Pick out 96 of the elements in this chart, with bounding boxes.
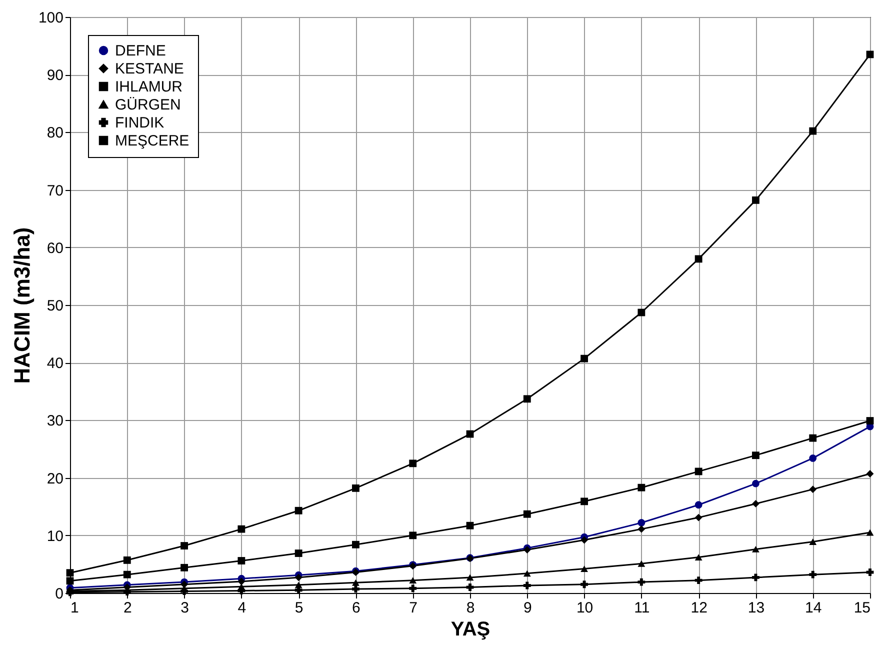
point <box>694 576 702 584</box>
point <box>294 506 302 514</box>
legend-label: DEFNE <box>115 42 166 60</box>
legend-label: KESTANE <box>115 60 184 78</box>
legend-label: GÜRGEN <box>115 96 181 114</box>
point <box>66 569 74 577</box>
point <box>638 484 646 492</box>
x-tick-label: 14 <box>805 600 822 616</box>
point <box>866 50 874 58</box>
x-tick-label: 15 <box>854 600 870 616</box>
y-axis-title: HACIM (m3/ha) <box>9 227 34 384</box>
point <box>638 578 646 586</box>
point <box>752 452 760 460</box>
point <box>580 566 588 572</box>
y-tick-label: 60 <box>46 240 64 257</box>
y-tick-label: 100 <box>38 10 64 26</box>
y-tick-label: 0 <box>55 586 64 602</box>
point <box>466 522 474 530</box>
point <box>809 570 817 578</box>
point <box>638 560 646 567</box>
point <box>638 519 646 526</box>
point <box>352 579 360 586</box>
point <box>638 525 646 533</box>
point <box>809 486 817 494</box>
point <box>809 127 817 135</box>
point <box>352 585 360 593</box>
point <box>180 580 188 588</box>
point <box>694 554 702 560</box>
point <box>694 255 702 263</box>
point <box>638 308 646 316</box>
point <box>523 510 531 518</box>
x-axis-title: YAŞ <box>450 618 490 640</box>
point <box>866 417 874 424</box>
x-tick-label: 9 <box>523 600 532 616</box>
point <box>66 577 74 585</box>
point <box>180 542 188 550</box>
point <box>523 582 531 590</box>
x-tick-label: 2 <box>123 600 132 616</box>
x-tick-label: 12 <box>690 600 708 616</box>
point <box>752 546 760 552</box>
point <box>294 550 302 557</box>
x-tick-label: 1 <box>70 600 79 616</box>
point <box>809 434 817 442</box>
y-tick-label: 30 <box>46 412 64 430</box>
point <box>238 578 246 586</box>
y-tick-label: 90 <box>46 67 64 84</box>
y-tick-label: 80 <box>46 124 64 142</box>
x-tick-label: 4 <box>238 600 246 616</box>
x-tick-label: 5 <box>294 600 304 616</box>
point <box>352 540 360 548</box>
point <box>752 480 760 488</box>
point <box>752 500 760 508</box>
legend-label: IHLAMUR <box>115 78 183 96</box>
point <box>180 588 188 595</box>
y-tick-label: 50 <box>46 298 64 314</box>
x-tick-label: 11 <box>634 600 650 616</box>
point <box>809 538 817 545</box>
x-tick-label: 8 <box>466 600 475 616</box>
point <box>694 514 702 522</box>
point <box>866 529 874 536</box>
x-tick-label: 7 <box>409 600 418 616</box>
point <box>409 532 417 540</box>
point <box>123 556 131 564</box>
point <box>523 570 531 577</box>
legend-label: FINDIK <box>115 114 164 132</box>
legend-label: MEŞCERE <box>115 132 190 150</box>
x-tick-label: 13 <box>748 600 765 616</box>
y-tick-label: 40 <box>46 355 64 372</box>
point <box>238 557 246 564</box>
point <box>352 484 360 492</box>
point <box>123 570 131 578</box>
x-tick-label: 10 <box>576 600 594 616</box>
point <box>752 196 760 204</box>
point <box>409 460 417 468</box>
point <box>180 564 188 572</box>
point <box>809 454 817 462</box>
point <box>694 501 702 509</box>
point <box>409 577 417 584</box>
point <box>752 574 760 582</box>
point <box>694 468 702 476</box>
x-tick-label: 6 <box>352 600 360 616</box>
y-tick-label: 70 <box>46 182 64 200</box>
x-tick-label: 3 <box>180 600 189 616</box>
point <box>466 584 474 591</box>
point <box>523 395 531 403</box>
point <box>580 580 588 588</box>
point <box>580 498 588 506</box>
y-tick-label: 20 <box>46 470 64 488</box>
point <box>294 574 302 582</box>
point <box>580 354 588 362</box>
point <box>123 588 131 596</box>
y-tick-label: 10 <box>46 528 64 545</box>
point <box>238 525 246 533</box>
point <box>866 568 874 576</box>
point <box>409 584 417 592</box>
point <box>466 574 474 581</box>
